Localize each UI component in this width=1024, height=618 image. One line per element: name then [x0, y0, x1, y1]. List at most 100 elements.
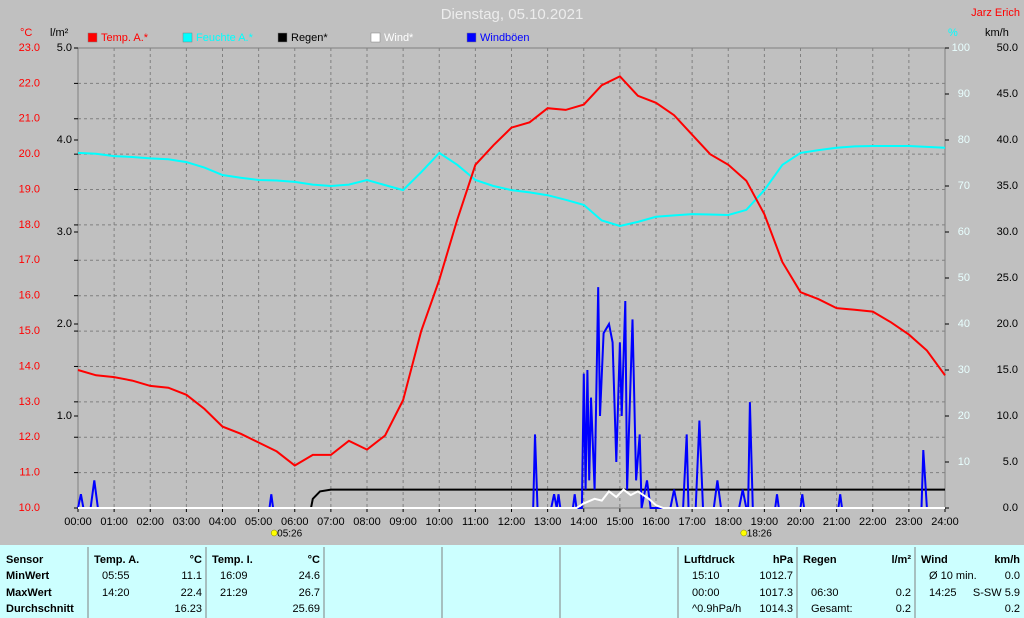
y3-unit: % — [948, 27, 958, 39]
x-tick-label: 05:00 — [245, 516, 273, 528]
table-cell: Ø 10 min. — [929, 570, 977, 582]
legend-label: Feuchte A.* — [196, 32, 254, 44]
x-tick-label: 18:00 — [714, 516, 742, 528]
x-tick-label: 04:00 — [209, 516, 237, 528]
table-cell: ^0.9hPa/h — [692, 603, 741, 615]
y-unit: °C — [20, 27, 32, 39]
y-tick-label: 21.0 — [19, 113, 40, 125]
legend-swatch — [87, 32, 98, 43]
y4-tick-label: 5.0 — [1003, 456, 1018, 468]
x-tick-label: 09:00 — [389, 516, 417, 528]
y3-tick-label: 70 — [958, 180, 970, 192]
y-tick-label: 18.0 — [19, 219, 40, 231]
table-cell: 00:00 — [692, 587, 720, 599]
y-tick-label: 12.0 — [19, 431, 40, 443]
x-tick-label: 07:00 — [317, 516, 345, 528]
table-cell: 15:10 — [692, 570, 720, 582]
y3-tick-label: 80 — [958, 134, 970, 146]
y3-tick-label: 40 — [958, 318, 970, 330]
y3-tick-label: 90 — [958, 88, 970, 100]
y3-tick-label: 50 — [958, 272, 970, 284]
y2-tick-label: 4.0 — [57, 134, 72, 146]
legend-swatch — [466, 32, 477, 43]
table-cell: MaxWert — [6, 587, 52, 599]
y2-tick-label: 3.0 — [57, 226, 72, 238]
table-cell: 22.4 — [181, 587, 202, 599]
legend-label: Windböen — [480, 32, 530, 44]
table-cell: 06:30 — [811, 587, 839, 599]
y-tick-label: 19.0 — [19, 183, 40, 195]
y4-tick-label: 45.0 — [997, 88, 1018, 100]
y4-tick-label: 0.0 — [1003, 502, 1018, 514]
x-tick-label: 21:00 — [823, 516, 851, 528]
table-cell: km/h — [994, 554, 1020, 566]
series-line — [77, 75, 946, 467]
x-tick-label: 12:00 — [498, 516, 526, 528]
x-tick-label: 24:00 — [931, 516, 959, 528]
y4-tick-label: 15.0 — [997, 364, 1018, 376]
table-cell: Sensor — [6, 554, 44, 566]
table-cell: 0.2 — [896, 587, 911, 599]
table-cell: 0.2 — [896, 603, 911, 615]
x-tick-label: 20:00 — [787, 516, 815, 528]
table-background — [0, 545, 1024, 618]
x-tick-label: 01:00 — [100, 516, 128, 528]
y4-tick-label: 30.0 — [997, 226, 1018, 238]
table-cell: Gesamt: — [811, 603, 853, 615]
x-tick-label: 00:00 — [64, 516, 92, 528]
y3-tick-label: 20 — [958, 410, 970, 422]
y3-tick-label: 100 — [952, 42, 970, 54]
table-cell: 16:09 — [220, 570, 248, 582]
y2-tick-label: 5.0 — [57, 42, 72, 54]
y4-tick-label: 50.0 — [997, 42, 1018, 54]
x-tick-label: 02:00 — [136, 516, 164, 528]
y3-tick-label: 30 — [958, 364, 970, 376]
y3-tick-label: 10 — [958, 456, 970, 468]
table-cell: Temp. I. — [212, 554, 253, 566]
table-cell: 0.2 — [1005, 603, 1020, 615]
x-tick-label: 22:00 — [859, 516, 887, 528]
series-line — [77, 145, 946, 228]
y4-tick-label: 10.0 — [997, 410, 1018, 422]
author: Jarz Erich — [971, 7, 1020, 19]
x-tick-label: 23:00 — [895, 516, 923, 528]
y-tick-label: 14.0 — [19, 360, 40, 372]
table-cell: 1012.7 — [759, 570, 793, 582]
y2-unit: l/m² — [50, 27, 69, 39]
legend-label: Wind* — [384, 32, 414, 44]
chart-title: Dienstag, 05.10.2021 — [441, 6, 584, 23]
table-cell: 25.69 — [292, 603, 320, 615]
table-cell: 21:29 — [220, 587, 248, 599]
x-tick-label: 11:00 — [462, 516, 489, 528]
y-tick-label: 10.0 — [19, 502, 40, 514]
table-cell: hPa — [773, 554, 794, 566]
sun-marker — [270, 529, 278, 537]
table-cell: °C — [190, 554, 202, 566]
legend-label: Temp. A.* — [101, 32, 149, 44]
table-cell: 14:20 — [102, 587, 130, 599]
x-tick-label: 06:00 — [281, 516, 309, 528]
y-tick-label: 17.0 — [19, 254, 40, 266]
table-cell: Durchschnitt — [6, 603, 74, 615]
x-tick-label: 16:00 — [642, 516, 670, 528]
legend-swatch — [182, 32, 193, 43]
table-cell: 24.6 — [299, 570, 320, 582]
table-cell: MinWert — [6, 570, 50, 582]
x-tick-label: 17:00 — [678, 516, 706, 528]
table-cell: 1017.3 — [759, 587, 793, 599]
annotation-label: 05:26 — [277, 529, 302, 540]
table-cell: 1014.3 — [759, 603, 793, 615]
table-cell: l/m² — [891, 554, 911, 566]
x-tick-label: 14:00 — [570, 516, 598, 528]
legend-label: Regen* — [291, 32, 328, 44]
legend-swatch — [370, 32, 381, 43]
table-cell: 0.0 — [1005, 570, 1020, 582]
x-tick-label: 15:00 — [606, 516, 634, 528]
legend-swatch — [277, 32, 288, 43]
y-tick-label: 16.0 — [19, 290, 40, 302]
table-cell: 14:25 — [929, 587, 957, 599]
y2-tick-label: 1.0 — [57, 410, 72, 422]
y-tick-label: 22.0 — [19, 77, 40, 89]
sun-marker — [740, 529, 748, 537]
